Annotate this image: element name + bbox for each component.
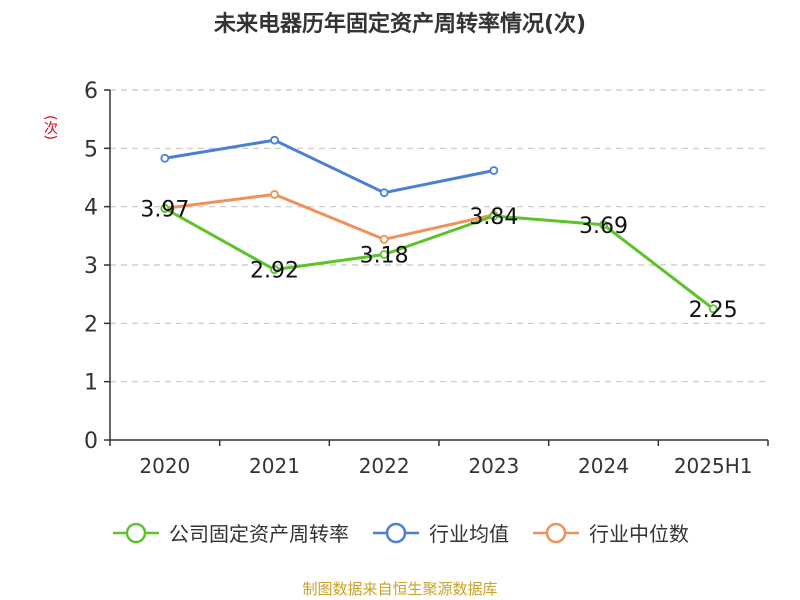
data-label: 3.69: [579, 214, 628, 239]
data-point: [599, 220, 608, 230]
data-point: [160, 153, 170, 163]
y-tick-label: 4: [84, 196, 98, 221]
y-tick-label: 0: [84, 429, 98, 454]
legend-swatch-marker: [125, 522, 147, 543]
legend-label: 行业均值: [429, 522, 509, 546]
legend-label: 公司固定资产周转率: [169, 522, 349, 546]
legend-swatch: [113, 522, 159, 543]
series-group: [160, 135, 718, 314]
y-tick-label: 1: [84, 371, 98, 396]
x-tick-label: 2025H1: [674, 454, 753, 478]
chart-title: 未来电器历年固定资产周转率情况(次): [213, 12, 587, 37]
legend-item[interactable]: 公司固定资产周转率: [111, 518, 349, 547]
data-point: [489, 166, 499, 175]
line-chart: 0 1 2 3 4 5 6 2020 2021 2022 2023 2024 2025H1 3.97 2.…: [84, 79, 769, 478]
series-line-2: [164, 192, 495, 241]
series-line-1: [164, 138, 495, 195]
y-axis-unit-label: (次): [42, 114, 58, 140]
y-tick-label: 6: [84, 79, 98, 104]
series-line-0: [164, 207, 715, 310]
legend-item[interactable]: 行业中位数: [531, 518, 689, 547]
legend-swatch-marker: [545, 522, 567, 543]
data-point: [270, 190, 279, 199]
x-tick-label: 2023: [468, 454, 519, 478]
data-labels: 3.97 2.92 3.18 3.84 3.69 2.25: [140, 197, 737, 322]
x-tick-label: 2020: [139, 454, 190, 478]
data-point: [379, 234, 389, 244]
legend-item[interactable]: 行业均值: [371, 518, 509, 547]
data-point: [379, 188, 389, 198]
legend-swatch-marker: [385, 522, 407, 543]
y-tick-label: 3: [84, 254, 98, 279]
x-tick-label: 2022: [359, 454, 410, 478]
data-label: 3.84: [469, 205, 518, 230]
legend-label: 行业中位数: [589, 522, 689, 546]
data-point: [270, 135, 279, 145]
data-point: [379, 250, 389, 259]
y-tick-label: 2: [84, 312, 98, 337]
x-tick-label: 2024: [578, 454, 629, 478]
y-tick-label: 5: [84, 137, 98, 162]
data-point: [708, 304, 718, 314]
data-point: [270, 265, 279, 275]
x-tick-label: 2021: [249, 454, 300, 478]
data-label: 2.25: [689, 298, 738, 323]
data-label: 3.18: [360, 244, 409, 269]
data-point: [160, 204, 170, 213]
data-source-note: 制图数据来自恒生聚源数据库: [302, 580, 498, 598]
legend-swatch: [533, 522, 579, 543]
axes: 0 1 2 3 4 5 6 2020 2021 2022 2023 2024 2025H1: [84, 79, 769, 478]
legend-swatch: [373, 522, 419, 543]
data-point: [489, 211, 499, 221]
data-label: 3.97: [140, 197, 189, 222]
legend: 公司固定资产周转率 行业均值 行业中位数: [0, 518, 800, 547]
data-label: 2.92: [250, 259, 299, 284]
